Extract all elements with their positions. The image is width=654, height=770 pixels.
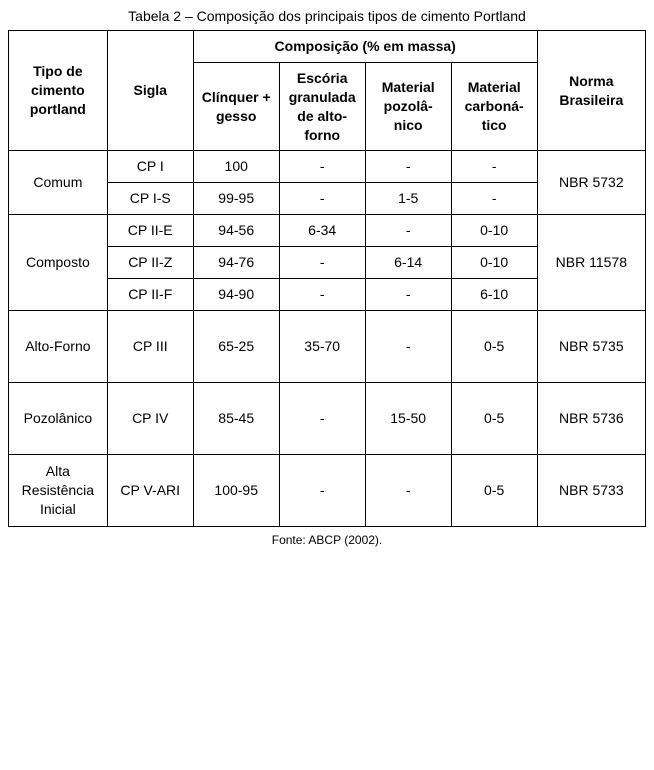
cell-sigla: CP II-E <box>107 215 193 247</box>
cell-norma: NBR 5736 <box>537 382 645 454</box>
header-norma: Norma Brasileira <box>537 31 645 151</box>
cell-pozol: 15-50 <box>365 382 451 454</box>
cell-sigla: CP I <box>107 151 193 183</box>
cell-escoria: - <box>279 183 365 215</box>
header-sigla: Sigla <box>107 31 193 151</box>
cell-carb: 0-5 <box>451 454 537 526</box>
cell-pozol: 1-5 <box>365 183 451 215</box>
table-row: Pozolânico CP IV 85-45 - 15-50 0-5 NBR 5… <box>9 382 646 454</box>
cell-carb: 0-10 <box>451 215 537 247</box>
cell-escoria: - <box>279 151 365 183</box>
cell-pozol: - <box>365 151 451 183</box>
cell-norma: NBR 5732 <box>537 151 645 215</box>
header-pozolanico: Material pozolâ-nico <box>365 62 451 151</box>
cell-pozol: - <box>365 310 451 382</box>
cell-clinquer: 85-45 <box>193 382 279 454</box>
cell-norma: NBR 5735 <box>537 310 645 382</box>
cell-clinquer: 65-25 <box>193 310 279 382</box>
cell-sigla: CP II-Z <box>107 247 193 279</box>
table-source: Fonte: ABCP (2002). <box>8 533 646 547</box>
cell-pozol: - <box>365 454 451 526</box>
cell-norma: NBR 5733 <box>537 454 645 526</box>
cell-sigla: CP I-S <box>107 183 193 215</box>
cell-carb: 0-5 <box>451 382 537 454</box>
cell-carb: 0-5 <box>451 310 537 382</box>
header-composicao: Composição (% em massa) <box>193 31 537 63</box>
cell-clinquer: 100 <box>193 151 279 183</box>
cell-carb: 0-10 <box>451 247 537 279</box>
cell-pozol: - <box>365 215 451 247</box>
cell-sigla: CP IV <box>107 382 193 454</box>
header-carbonatico: Material carboná-tico <box>451 62 537 151</box>
cell-escoria: - <box>279 382 365 454</box>
table-row: Comum CP I 100 - - - NBR 5732 <box>9 151 646 183</box>
cell-carb: - <box>451 183 537 215</box>
cement-composition-table: Tipo de cimento portland Sigla Composiçã… <box>8 30 646 527</box>
header-escoria: Escória granulada de alto-forno <box>279 62 365 151</box>
cell-carb: 6-10 <box>451 279 537 311</box>
cell-escoria: 35-70 <box>279 310 365 382</box>
cell-pozol: - <box>365 279 451 311</box>
header-clinquer: Clínquer + gesso <box>193 62 279 151</box>
cell-clinquer: 94-90 <box>193 279 279 311</box>
cell-norma: NBR 11578 <box>537 215 645 311</box>
cell-carb: - <box>451 151 537 183</box>
cell-escoria: - <box>279 279 365 311</box>
cell-tipo: Alta Resistência Inicial <box>9 454 108 526</box>
cell-escoria: 6-34 <box>279 215 365 247</box>
cell-escoria: - <box>279 454 365 526</box>
cell-pozol: 6-14 <box>365 247 451 279</box>
table-row: Composto CP II-E 94-56 6-34 - 0-10 NBR 1… <box>9 215 646 247</box>
cell-escoria: - <box>279 247 365 279</box>
cell-sigla: CP III <box>107 310 193 382</box>
cell-clinquer: 99-95 <box>193 183 279 215</box>
cell-tipo: Alto-Forno <box>9 310 108 382</box>
cell-tipo: Comum <box>9 151 108 215</box>
cell-clinquer: 100-95 <box>193 454 279 526</box>
cell-clinquer: 94-76 <box>193 247 279 279</box>
cell-tipo: Pozolânico <box>9 382 108 454</box>
table-row: Alta Resistência Inicial CP V-ARI 100-95… <box>9 454 646 526</box>
table-row: Alto-Forno CP III 65-25 35-70 - 0-5 NBR … <box>9 310 646 382</box>
table-caption: Tabela 2 – Composição dos principais tip… <box>8 8 646 24</box>
cell-tipo: Composto <box>9 215 108 311</box>
header-tipo: Tipo de cimento portland <box>9 31 108 151</box>
cell-clinquer: 94-56 <box>193 215 279 247</box>
cell-sigla: CP II-F <box>107 279 193 311</box>
cell-sigla: CP V-ARI <box>107 454 193 526</box>
